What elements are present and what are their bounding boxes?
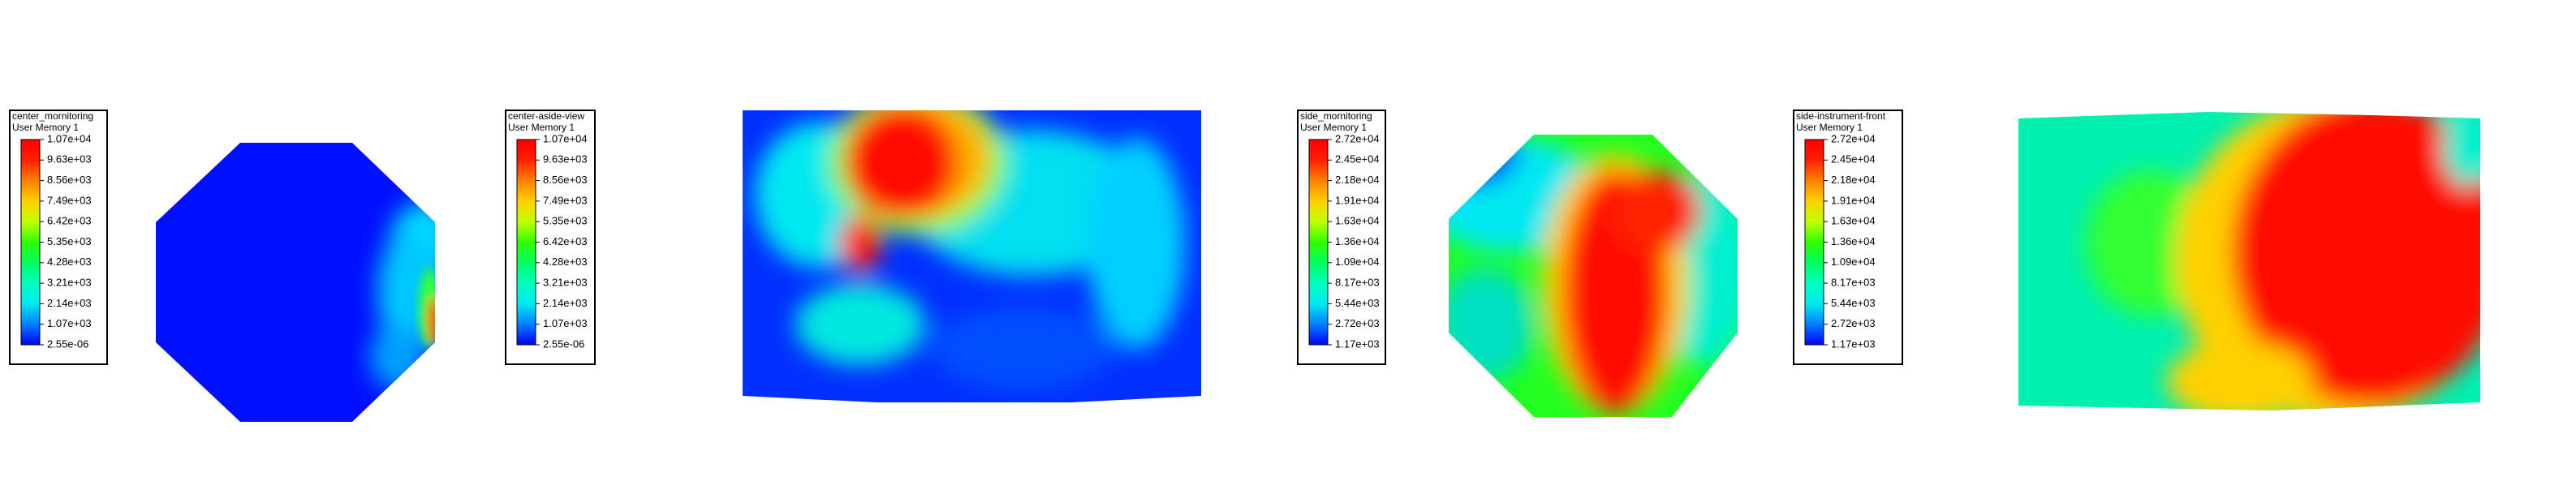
legend-title: center_mornitoring: [12, 110, 93, 122]
colorbar-label: 1.36e+04: [1831, 235, 1876, 247]
colorbar-label: 6.42e+03: [543, 235, 588, 247]
legend-title: side-instrument-front: [1796, 110, 1886, 122]
colorbar-label: 4.28e+03: [543, 256, 588, 268]
colorbar-label: 2.45e+04: [1831, 153, 1876, 165]
colorbar-label: 1.07e+03: [47, 317, 92, 329]
legend-subtitle: User Memory 1: [12, 122, 79, 133]
colorbar-label: 3.21e+03: [543, 277, 588, 289]
colorbar-label: 1.17e+03: [1831, 337, 1876, 350]
contour-plot: [2018, 112, 2480, 410]
legend-subtitle: User Memory 1: [1796, 122, 1863, 133]
colorbar-label: 1.36e+04: [1335, 235, 1380, 247]
colorbar: [1804, 139, 1824, 346]
legend-subtitle: User Memory 1: [1300, 122, 1367, 133]
colorbar-label: 1.91e+04: [1335, 194, 1380, 206]
legend-subtitle: User Memory 1: [508, 122, 575, 133]
colorbar-label: 2.18e+04: [1831, 174, 1876, 186]
colorbar: [516, 139, 536, 346]
colorbar-label: 2.72e+04: [1831, 132, 1876, 144]
colorbar-label: 7.49e+03: [543, 194, 588, 206]
colorbar-label: 2.72e+03: [1831, 317, 1876, 329]
colorbar-label: 2.14e+03: [47, 297, 92, 309]
contour-plot: [156, 143, 435, 422]
colorbar-label: 8.56e+03: [543, 174, 588, 186]
colorbar-label: 1.63e+04: [1335, 215, 1380, 227]
colorbar-label: 2.18e+04: [1335, 174, 1380, 186]
colorbar-label: 8.56e+03: [47, 174, 92, 186]
colorbar-label: 8.17e+03: [1335, 277, 1380, 289]
colorbar-label: 1.63e+04: [1831, 215, 1876, 227]
colorbar-label: 2.72e+04: [1335, 132, 1380, 144]
colorbar-label: 9.63e+03: [543, 153, 588, 165]
colorbar-label: 1.07e+03: [543, 317, 588, 329]
contour-plot: [1449, 135, 1738, 417]
colorbar-label: 6.42e+03: [47, 215, 92, 227]
colorbar-label: 2.55e-06: [47, 337, 88, 350]
colorbar-label: 2.45e+04: [1335, 153, 1380, 165]
colorbar-label: 1.91e+04: [1831, 194, 1876, 206]
colorbar-label: 3.21e+03: [47, 277, 92, 289]
colorbar-label: 4.28e+03: [47, 256, 92, 268]
colorbar-label: 5.44e+03: [1831, 297, 1876, 309]
colorbar-label: 5.35e+03: [47, 235, 92, 247]
colorbar: [20, 139, 41, 346]
colorbar-label: 1.07e+04: [543, 132, 588, 144]
contour-plot: [743, 110, 1201, 402]
colorbar-label: 1.09e+04: [1831, 256, 1876, 268]
colorbar-label: 2.72e+03: [1335, 317, 1380, 329]
colorbar-label: 7.49e+03: [47, 194, 92, 206]
legend-title: side_mornitoring: [1300, 110, 1372, 122]
colorbar-label: 8.17e+03: [1831, 277, 1876, 289]
colorbar-label: 9.63e+03: [47, 153, 92, 165]
colorbar: [1308, 139, 1329, 346]
colorbar-label: 2.14e+03: [543, 297, 588, 309]
colorbar-label: 1.07e+04: [47, 132, 92, 144]
colorbar-label: 5.35e+03: [543, 215, 588, 227]
colorbar-label: 5.44e+03: [1335, 297, 1380, 309]
colorbar-label: 2.55e-06: [543, 337, 584, 350]
legend-title: center-aside-view: [508, 110, 584, 122]
colorbar-label: 1.17e+03: [1335, 337, 1380, 350]
colorbar-label: 1.09e+04: [1335, 256, 1380, 268]
